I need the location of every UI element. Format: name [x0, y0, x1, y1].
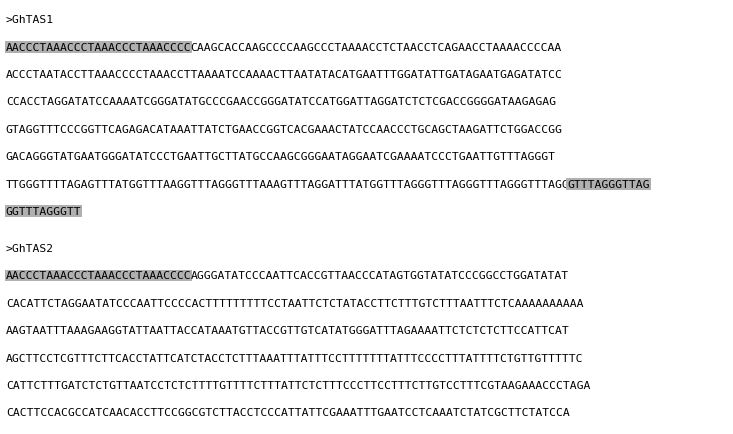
Text: GACAGGGTATGAATGGGATATCCCTGAATTGCTTATGCCAAGCGGGAATAGGAATCGAAAATCCCTGAATTGTTTAGGGT: GACAGGGTATGAATGGGATATCCCTGAATTGCTTATGCCA… — [6, 152, 556, 162]
Text: AACCCTAAACCCTAAACCCTAAACCCC: AACCCTAAACCCTAAACCCTAAACCCC — [6, 271, 191, 281]
Text: TTGGGTTTTAGAGTTTATGGTTTAAGGTTTAGGGTTTAAAGTTTAGGATTTATGGTTTAGGGTTTAGGGTTTAGGGTTTA: TTGGGTTTTAGAGTTTATGGTTTAAGGTTTAGGGTTTAAA… — [6, 179, 570, 189]
Text: AACCCTAAACCCTAAACCCTAAACCCC: AACCCTAAACCCTAAACCCTAAACCCC — [6, 43, 191, 53]
Text: CACATTCTAGGAATATCCCAATTCCCCACTTTTTTTTTCCTAATTCTCTATACCTTCTTTGTCTTTAATTTCTCAAAAAA: CACATTCTAGGAATATCCCAATTCCCCACTTTTTTTTTCC… — [6, 298, 583, 308]
Text: GTTTAGGGTTAG: GTTTAGGGTTAG — [567, 179, 649, 189]
Text: CCACCTAGGATATCCAAAATCGGGATATGCCCGAACCGGGATATCCATGGATTAGGATCTCTCGACCGGGGATAAGAGAG: CCACCTAGGATATCCAAAATCGGGATATGCCCGAACCGGG… — [6, 97, 556, 107]
Text: GTAGGTTTCCCGGTTCAGAGACATAAATTATCTGAACCGGTCACGAAACTATCCAACCCTGCAGCTAAGATTCTGGACCG: GTAGGTTTCCCGGTTCAGAGACATAAATTATCTGAACCGG… — [6, 125, 563, 135]
Text: CAAGCACCAAGCCCCAAGCCCTAAAACCTCTAACCTCAGAACCTAAAACCCCAA: CAAGCACCAAGCCCCAAGCCCTAAAACCTCTAACCTCAGA… — [191, 43, 562, 53]
Text: AGCTTCCTCGTTTCTTCACCTATTCATCTACCTCTTTAAATTTATTTCCTTTTTTTATTTCCCCTTTATTTTCTGTTGTT: AGCTTCCTCGTTTCTTCACCTATTCATCTACCTCTTTAAA… — [6, 353, 583, 363]
Text: >GhTAS1: >GhTAS1 — [6, 15, 54, 25]
Text: AAGTAATTTAAAGAAGGTATTAATTACCATAAATGTTACCGTTGTCATATGGGATTTAGAAAATTCTCTCTCTTCCATTC: AAGTAATTTAAAGAAGGTATTAATTACCATAAATGTTACC… — [6, 326, 570, 335]
Text: ACCCTAATACCTTAAACCCCTAAACCTTAAAATCCAAAACTTAATATACATGAATTTGGATATTGATAGAATGAGATATC: ACCCTAATACCTTAAACCCCTAAACCTTAAAATCCAAAAC… — [6, 70, 563, 80]
Text: GGTTTAGGGTT: GGTTTAGGGTT — [6, 207, 81, 217]
Text: >GhTAS2: >GhTAS2 — [6, 243, 54, 253]
Text: AGGGATATCCCAATTCACCGTTAACCCATAGTGGTATATCCCGGCCTGGATATAT: AGGGATATCCCAATTCACCGTTAACCCATAGTGGTATATC… — [191, 271, 569, 281]
Text: CACTTCCACGCCATCAACACCTTCCGGCGTCTTACCTCCCATTATTCGAAATTTGAATCCTCAAATCTATCGCTTCTATC: CACTTCCACGCCATCAACACCTTCCGGCGTCTTACCTCCC… — [6, 408, 570, 418]
Text: CATTCTTTGATCTCTGTTAATCCTCTCTTTTGTTTTCTTTATTCTCTTTCCCTTCCTTTCTTGTCCTTTCGTAAGAAACC: CATTCTTTGATCTCTGTTAATCCTCTCTTTTGTTTTCTTT… — [6, 380, 590, 390]
